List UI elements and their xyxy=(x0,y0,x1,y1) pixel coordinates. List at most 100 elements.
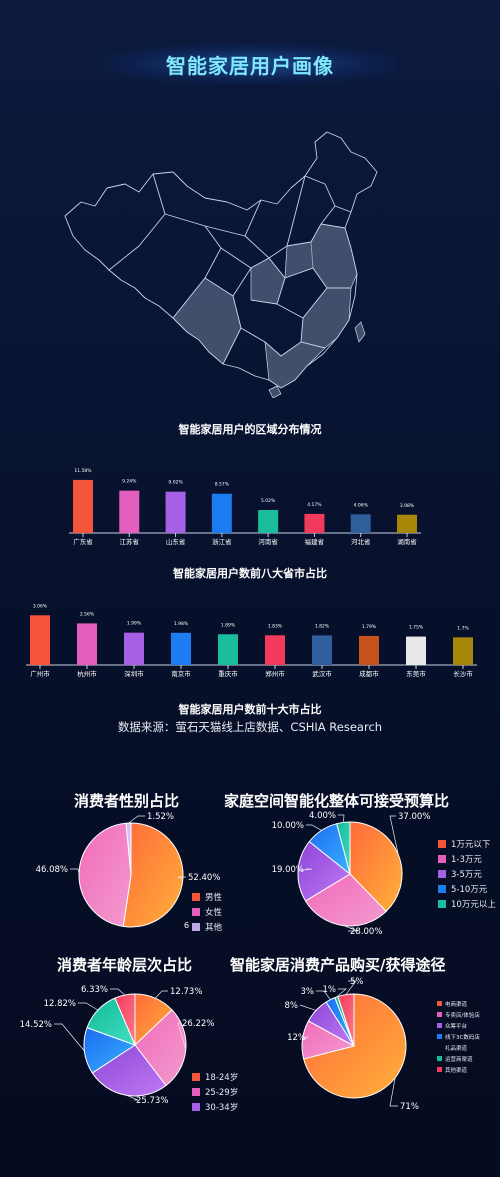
legend-label: 线下3C数码店 xyxy=(445,1034,480,1041)
bar-value-label: 1.98% xyxy=(174,621,189,627)
legend-swatch xyxy=(192,922,200,931)
bar-category-label: 山东省 xyxy=(166,537,186,546)
province-bar-chart: 11.58% 广东省 9.24% 江苏省 9.02% 山东省 8.57% 浙江省 5.02% 河南… xyxy=(69,468,421,546)
bar xyxy=(312,635,332,665)
map-highlight-central xyxy=(250,257,286,305)
pie-leader-line xyxy=(110,988,126,996)
pie-leader-line xyxy=(302,1036,309,1040)
page-title: 智能家居用户画像 xyxy=(166,53,334,78)
legend-item: 18-24岁 xyxy=(192,1069,238,1084)
bar xyxy=(258,509,279,533)
map-highlight-guangdong xyxy=(264,341,326,389)
pie-leader-line xyxy=(128,815,145,824)
pie-leader-line xyxy=(389,1077,398,1107)
bar-category-label: 河北省 xyxy=(351,537,371,546)
legend-swatch xyxy=(192,1072,200,1081)
bar-value-label: 8.57% xyxy=(215,482,230,488)
map-province-border xyxy=(108,173,166,271)
bar-category-label: 东莞市 xyxy=(406,669,426,678)
legend-item: 5-10万元 xyxy=(438,881,496,896)
bar xyxy=(218,634,238,665)
legend-label: 电商渠道 xyxy=(445,1001,468,1008)
legend-item: 众筹平台 xyxy=(437,1020,480,1031)
bar-value-label: 1.99% xyxy=(127,621,142,627)
legend-item: 运营商渠道 xyxy=(437,1053,480,1064)
pie-value-label: 12.82% xyxy=(44,999,76,1009)
bar-category-label: 江苏省 xyxy=(120,537,140,546)
legend-swatch xyxy=(437,1034,442,1039)
pie-value-label: 3% xyxy=(301,987,315,997)
bar-value-label: 9.02% xyxy=(168,480,183,486)
map-province-border xyxy=(244,175,306,259)
map-province-border xyxy=(320,205,352,225)
city-chart-title: 智能家居用户数前八大省市占比 xyxy=(173,567,327,580)
bar-value-label: 4.06% xyxy=(354,502,369,508)
legend-swatch xyxy=(438,854,446,863)
pie-leader-line xyxy=(126,1094,139,1101)
bar xyxy=(453,637,473,665)
map-province-border xyxy=(204,199,262,237)
legend-swatch xyxy=(437,1045,442,1050)
legend-item: 线下3C数码店 xyxy=(437,1031,480,1042)
legend-label: 1-3万元 xyxy=(451,854,482,865)
pie-value-label: 28.00% xyxy=(350,927,382,937)
pie-value-label: 8% xyxy=(285,1001,299,1011)
bar-value-label: 1.89% xyxy=(221,622,236,628)
pie-leader-line xyxy=(54,1023,85,1052)
bar-value-label: 1.79% xyxy=(362,624,377,630)
gender-pie-title: 消费者性别占比 xyxy=(74,792,180,810)
budget-pie-chart: 37.00% 28.00% 19.00% 10.00% 4.00% xyxy=(272,811,431,937)
legend-item: 专卖店/体验店 xyxy=(437,1009,480,1020)
pie-leader-line xyxy=(70,868,80,874)
legend-swatch xyxy=(437,1001,442,1006)
legend-swatch xyxy=(437,1023,442,1028)
bar xyxy=(30,615,50,665)
bar-category-label: 南京市 xyxy=(171,669,191,678)
stray-mark: 6 xyxy=(184,921,190,930)
bar-value-label: 1.75% xyxy=(409,625,424,631)
legend-item: 女性 xyxy=(192,904,222,919)
city-bar-chart: 3.06% 广州市 2.56% 杭州市 1.99% 深圳市 1.98% 南京市 1.89% 重庆市… xyxy=(26,603,477,678)
title-banner: 智能家居用户画像 xyxy=(105,44,395,84)
legend-swatch xyxy=(192,1102,200,1111)
pie-leader-line xyxy=(338,814,345,823)
bar-value-label: 1.82% xyxy=(315,623,330,629)
pie-leader-line xyxy=(306,824,322,831)
legend-label: 3-5万元 xyxy=(451,869,482,880)
age-pie-title: 消费者年龄层次占比 xyxy=(57,956,193,974)
pie-value-label: 25.73% xyxy=(136,1096,168,1106)
map-province-border xyxy=(304,175,336,207)
pie-value-label: 26.22% xyxy=(182,1019,214,1029)
bar xyxy=(304,513,325,533)
pie-value-label: 1% xyxy=(323,985,337,995)
map-taiwan xyxy=(354,321,366,343)
bar-value-label: 3.06% xyxy=(33,603,48,609)
bar-category-label: 深圳市 xyxy=(124,669,144,678)
legend-swatch xyxy=(437,1012,442,1017)
legend-label: 30-34岁 xyxy=(205,1102,239,1113)
legend-label: 其他渠道 xyxy=(445,1067,468,1074)
legend-swatch xyxy=(438,899,446,908)
pie-value-label: 14.52% xyxy=(20,1020,52,1030)
pie-slice xyxy=(304,873,387,927)
bar xyxy=(119,490,140,533)
legend-label: 专卖店/体验店 xyxy=(445,1012,480,1019)
legend-label: 运营商渠道 xyxy=(445,1056,473,1063)
bar xyxy=(73,479,93,533)
map-hainan xyxy=(268,385,282,398)
map-highlight-east xyxy=(284,223,358,289)
bar-value-label: 11.58% xyxy=(74,468,92,474)
legend-item: 1万元以下 xyxy=(438,836,496,851)
legend-item: 电商渠道 xyxy=(437,998,480,1009)
budget-legend: 1万元以下 1-3万元 3-5万元 5-10万元 10万元以上 xyxy=(438,836,496,911)
pie-leader-line xyxy=(345,980,357,995)
channel-pie-title: 智能家居消费产品购买/获得途径 xyxy=(230,956,446,974)
legend-swatch xyxy=(192,907,200,916)
bar-category-label: 成都市 xyxy=(359,669,379,678)
bar-category-label: 重庆市 xyxy=(218,669,238,678)
pie-leader-line xyxy=(177,876,186,880)
pie-leader-line xyxy=(336,988,347,998)
bar-value-label: 9.24% xyxy=(122,479,137,485)
channel-legend: 电商渠道 专卖店/体验店 众筹平台 线下3C数码店 礼品渠道 运营商渠道 其他渠道 xyxy=(437,998,480,1075)
bar xyxy=(350,514,371,533)
